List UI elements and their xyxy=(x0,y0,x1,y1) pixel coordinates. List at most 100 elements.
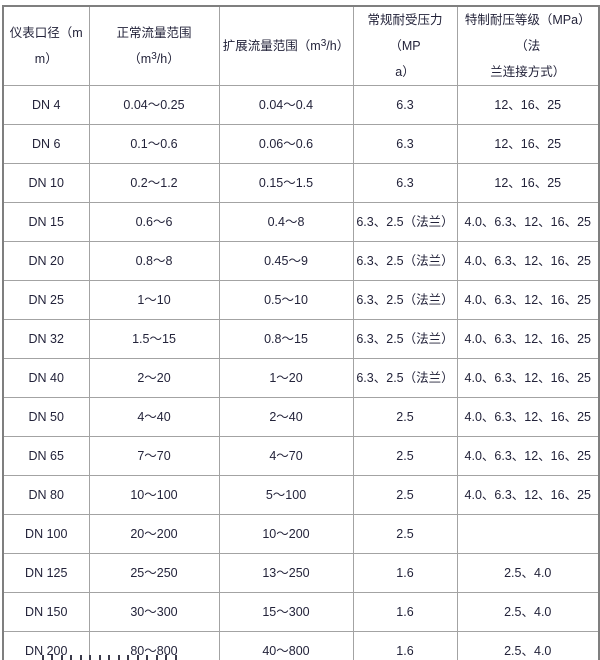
table-row: DN 6 0.1～0.6 0.06～0.6 6.3 12、16、25 xyxy=(2,124,600,164)
table-row: DN 50 4～40 2～40 2.5 4.0、6.3、12、16、25 xyxy=(2,397,600,437)
table-cell: DN 80 xyxy=(2,475,90,515)
table-cell: 13～250 xyxy=(218,553,354,593)
table-cell: DN 4 xyxy=(2,85,90,125)
header-line: m） xyxy=(34,52,58,66)
table-cell: 6.3、2.5（法兰） xyxy=(352,202,458,242)
superscript-3: 3 xyxy=(320,38,327,49)
col-header-diameter: 仪表口径（m m） xyxy=(2,5,90,86)
col-header-pressure: 常规耐受压力（MP a） xyxy=(352,5,458,86)
spec-table: 仪表口径（m m） 正常流量范围（m3/h） 扩展流量范围（m3/h） 常规耐受压… xyxy=(2,5,600,660)
table-row: DN 32 1.5～15 0.8～15 6.3、2.5（法兰） 4.0、6.3、12、1… xyxy=(2,319,600,359)
table-cell: 1.6 xyxy=(352,553,458,593)
table-cell: 1～10 xyxy=(88,280,220,320)
table-cell: 2.5、4.0 xyxy=(456,553,600,593)
table-cell: 2.5 xyxy=(352,397,458,437)
table-cell: 30～300 xyxy=(88,592,220,632)
table-cell: 4.0、6.3、12、16、25 xyxy=(456,436,600,476)
table-cell: 0.4～8 xyxy=(218,202,354,242)
table-cell: DN 150 xyxy=(2,592,90,632)
table-cell: 10～200 xyxy=(218,514,354,554)
table-row: DN 10 0.2～1.2 0.15～1.5 6.3 12、16、25 xyxy=(2,163,600,203)
table-cell: DN 10 xyxy=(2,163,90,203)
superscript-3: 3 xyxy=(151,51,157,62)
table-cell: 4.0、6.3、12、16、25 xyxy=(456,202,600,242)
table-cell: 0.8～15 xyxy=(218,319,354,359)
table-cell: 1.6 xyxy=(352,592,458,632)
table-row: DN 80 10～100 5～100 2.5 4.0、6.3、12、16、25 xyxy=(2,475,600,515)
table-cell: 40～800 xyxy=(218,631,354,660)
table-cell: 25～250 xyxy=(88,553,220,593)
table-cell: DN 25 xyxy=(2,280,90,320)
table-cell: 2～40 xyxy=(218,397,354,437)
header-line: a） xyxy=(395,65,415,79)
table-cell: DN 125 xyxy=(2,553,90,593)
table-cell: 4.0、6.3、12、16、25 xyxy=(456,397,600,437)
table-cell: 0.1～0.6 xyxy=(88,124,220,164)
table-cell: 1.5～15 xyxy=(88,319,220,359)
table-cell: DN 32 xyxy=(2,319,90,359)
header-line: 扩展流量范围（m xyxy=(222,39,321,53)
header-line: 仪表口径（m xyxy=(9,26,83,40)
table-cell: 4.0、6.3、12、16、25 xyxy=(456,319,600,359)
header-line: /h） xyxy=(326,39,350,53)
header-line: 正常流量范围（m xyxy=(116,26,192,66)
table-cell: 20～200 xyxy=(88,514,220,554)
table-cell: 0.04～0.25 xyxy=(88,85,220,125)
table-cell: 4.0、6.3、12、16、25 xyxy=(456,280,600,320)
table-cell: 4.0、6.3、12、16、25 xyxy=(456,358,600,398)
table-cell: 7～70 xyxy=(88,436,220,476)
table-cell: DN 20 xyxy=(2,241,90,281)
table-row: DN 4 0.04～0.25 0.04～0.4 6.3 12、16、25 xyxy=(2,85,600,125)
table-row: DN 100 20～200 10～200 2.5 xyxy=(2,514,600,554)
table-cell: 6.3、2.5（法兰） xyxy=(352,319,458,359)
table-row: DN 150 30～300 15～300 1.6 2.5、4.0 xyxy=(2,592,600,632)
table-row: DN 65 7～70 4～70 2.5 4.0、6.3、12、16、25 xyxy=(2,436,600,476)
table-cell: 12、16、25 xyxy=(456,85,600,125)
table-row: DN 25 1～10 0.5～10 6.3、2.5（法兰） 4.0、6.3、12、16、… xyxy=(2,280,600,320)
header-line: 兰连接方式） xyxy=(490,65,566,79)
table-cell: 12、16、25 xyxy=(456,124,600,164)
table-cell: 4.0、6.3、12、16、25 xyxy=(456,475,600,515)
table-cell: 2.5 xyxy=(352,475,458,515)
header-line: 特制耐压等级（MPa）（法 xyxy=(464,13,591,53)
table-cell: 0.45～9 xyxy=(218,241,354,281)
table-cell: 10～100 xyxy=(88,475,220,515)
header-row: 仪表口径（m m） 正常流量范围（m3/h） 扩展流量范围（m3/h） 常规耐受压… xyxy=(2,5,600,86)
table-cell: 6.3 xyxy=(352,163,458,203)
table-cell: 1～20 xyxy=(218,358,354,398)
table-cell: DN 50 xyxy=(2,397,90,437)
table-cell: 0.04～0.4 xyxy=(218,85,354,125)
table-cell: 2～20 xyxy=(88,358,220,398)
table-cell: 12、16、25 xyxy=(456,163,600,203)
table-cell: 4～40 xyxy=(88,397,220,437)
col-header-extended-flow: 扩展流量范围（m3/h） xyxy=(218,5,354,86)
header-line: /h） xyxy=(156,52,180,66)
table-body: DN 4 0.04～0.25 0.04～0.4 6.3 12、16、25 DN 6 0.1～… xyxy=(2,85,600,660)
table-cell: 4～70 xyxy=(218,436,354,476)
table-cell: 0.06～0.6 xyxy=(218,124,354,164)
table-cell: DN 15 xyxy=(2,202,90,242)
table-cell: 6.3、2.5（法兰） xyxy=(352,358,458,398)
table-row: DN 20 0.8～8 0.45～9 6.3、2.5（法兰） 4.0、6.3、12、16… xyxy=(2,241,600,281)
table-row: DN 40 2～20 1～20 6.3、2.5（法兰） 4.0、6.3、12、16、25 xyxy=(2,358,600,398)
table-row: DN 125 25～250 13～250 1.6 2.5、4.0 xyxy=(2,553,600,593)
table-cell: 4.0、6.3、12、16、25 xyxy=(456,241,600,281)
table-cell: 6.3 xyxy=(352,124,458,164)
table-cell: 0.6～6 xyxy=(88,202,220,242)
table-cell: 2.5、4.0 xyxy=(456,592,600,632)
col-header-normal-flow: 正常流量范围（m3/h） xyxy=(88,5,220,86)
table-cell: 2.5 xyxy=(352,514,458,554)
table-row: DN 15 0.6～6 0.4～8 6.3、2.5（法兰） 4.0、6.3、12、16、… xyxy=(2,202,600,242)
table-cell: DN 40 xyxy=(2,358,90,398)
table-cell: 5～100 xyxy=(218,475,354,515)
table-cell xyxy=(456,514,600,554)
table-cell: 0.5～10 xyxy=(218,280,354,320)
table-cell: 0.15～1.5 xyxy=(218,163,354,203)
col-header-special-pressure: 特制耐压等级（MPa）（法兰连接方式） xyxy=(456,5,600,86)
table-cell: 6.3、2.5（法兰） xyxy=(352,280,458,320)
table-cell: DN 65 xyxy=(2,436,90,476)
table-cell: 0.8～8 xyxy=(88,241,220,281)
table-cell: 2.5 xyxy=(352,436,458,476)
table-cell: 6.3、2.5（法兰） xyxy=(352,241,458,281)
